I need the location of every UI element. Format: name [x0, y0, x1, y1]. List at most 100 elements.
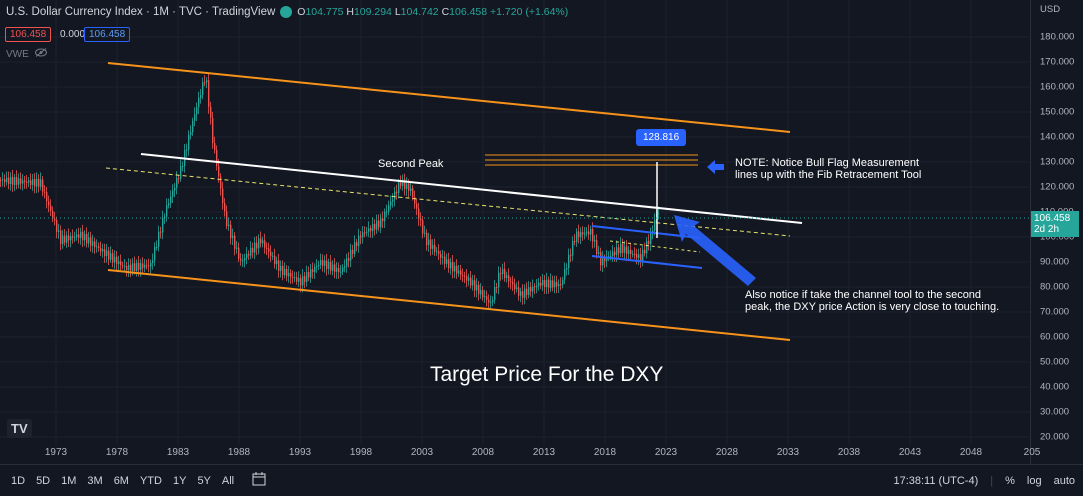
buy-price-pill[interactable]: 106.458: [84, 27, 131, 42]
candle-body: [64, 235, 66, 243]
candle-body: [138, 262, 140, 270]
candle-body: [380, 218, 382, 228]
candle-body: [570, 254, 572, 256]
symbol-title[interactable]: U.S. Dollar Currency Index · 1M · TVC · …: [6, 6, 276, 18]
currency-label[interactable]: USD: [1040, 4, 1061, 15]
candle-body: [164, 216, 166, 218]
price-axis[interactable]: [1030, 0, 1083, 464]
calendar-icon[interactable]: [252, 472, 266, 489]
candle-body: [510, 281, 512, 283]
range-button-5y[interactable]: 5Y: [197, 474, 211, 487]
candle-body: [592, 229, 594, 242]
candle-body: [636, 254, 638, 258]
candle-body: [556, 281, 558, 287]
candle-body: [304, 276, 306, 282]
range-button-6m[interactable]: 6M: [113, 474, 129, 487]
candle-body: [544, 280, 546, 288]
auto-toggle[interactable]: auto: [1053, 474, 1075, 487]
candle-body: [392, 199, 394, 202]
range-button-all[interactable]: All: [221, 474, 235, 487]
candle-body: [654, 219, 656, 231]
bottom-toolbar: 1D 5D 1M 3M 6M YTD 1Y 5Y All 17:38:11 (UTC-4) | …: [0, 464, 1083, 496]
candle-body: [532, 286, 534, 292]
candle-body: [634, 253, 636, 255]
range-button-1m[interactable]: 1M: [61, 474, 77, 487]
eye-hidden-icon[interactable]: [34, 48, 47, 60]
candle-body: [110, 253, 112, 260]
candle-body: [218, 166, 220, 177]
candle-body: [48, 201, 50, 206]
candle-body: [414, 197, 416, 204]
candle-body: [270, 251, 272, 257]
candle-body: [176, 177, 178, 188]
candle-body: [404, 179, 406, 189]
candle-body: [82, 231, 84, 241]
candle-body: [506, 275, 508, 279]
candle-body: [398, 182, 400, 194]
candle-body: [112, 253, 114, 263]
candle-body: [580, 232, 582, 238]
candle-body: [230, 224, 232, 238]
log-toggle[interactable]: log: [1026, 474, 1042, 487]
candle-body: [188, 135, 190, 150]
range-button-ytd[interactable]: YTD: [139, 474, 162, 487]
range-button-5d[interactable]: 5D: [36, 474, 51, 487]
tradingview-logo[interactable]: TV: [7, 419, 32, 438]
candle-body: [16, 177, 18, 185]
candle-body: [114, 256, 116, 263]
candle-body: [96, 246, 98, 248]
candle-body: [496, 287, 498, 289]
candle-body: [476, 284, 478, 291]
candle-body: [108, 250, 110, 260]
candle-body: [362, 232, 364, 238]
candle-body: [618, 247, 620, 254]
candle-body: [172, 190, 174, 197]
y-tick-label: 130.000: [1040, 156, 1075, 168]
candle-body: [524, 288, 526, 298]
candle-body: [370, 228, 372, 232]
x-tick-label: 1988: [227, 447, 251, 458]
candle-body: [46, 192, 48, 202]
candle-body: [220, 176, 222, 189]
range-button-1d[interactable]: 1D: [11, 474, 26, 487]
range-button-3m[interactable]: 3M: [87, 474, 103, 487]
candle-body: [630, 249, 632, 255]
candle-body: [368, 228, 370, 232]
sell-price-pill[interactable]: 106.458: [5, 27, 52, 42]
candle-body: [522, 291, 524, 298]
percent-toggle[interactable]: %: [1005, 474, 1015, 487]
candle-body: [540, 282, 542, 286]
candle-body: [190, 132, 192, 136]
candle-body: [198, 97, 200, 108]
candle-body: [390, 201, 392, 206]
candle-body: [428, 239, 430, 246]
y-tick-label: 20.000: [1040, 431, 1070, 443]
candle-body: [594, 240, 596, 242]
candle-body: [42, 179, 44, 192]
clock-time[interactable]: 17:38:11 (UTC-4): [893, 474, 979, 487]
candle-body: [366, 231, 368, 233]
candle-body: [14, 177, 16, 185]
candle-body: [566, 268, 568, 270]
candle-body: [282, 266, 284, 276]
range-button-1y[interactable]: 1Y: [172, 474, 187, 487]
candle-body: [572, 241, 574, 256]
ohlc-readout: O104.775 H109.294 L104.742 C106.458 +1.7…: [297, 6, 569, 18]
candle-body: [158, 231, 160, 247]
y-tick-label: 120.000: [1040, 181, 1075, 193]
x-tick-label: 2028: [715, 447, 739, 458]
indicator-legend[interactable]: VWE: [6, 48, 47, 60]
note-channel-line1: Also notice if take the channel tool to …: [745, 289, 982, 301]
price-chart[interactable]: [0, 0, 1030, 464]
candle-body: [546, 279, 548, 288]
candle-body: [318, 264, 320, 267]
candle-body: [6, 177, 8, 183]
candle-body: [194, 114, 196, 121]
candle-body: [394, 191, 396, 200]
candle-body: [376, 220, 378, 230]
candle-body: [280, 266, 282, 271]
y-tick-label: 30.000: [1040, 406, 1070, 418]
candle-body: [170, 196, 172, 204]
candle-body: [490, 302, 492, 304]
candle-body: [614, 251, 616, 256]
